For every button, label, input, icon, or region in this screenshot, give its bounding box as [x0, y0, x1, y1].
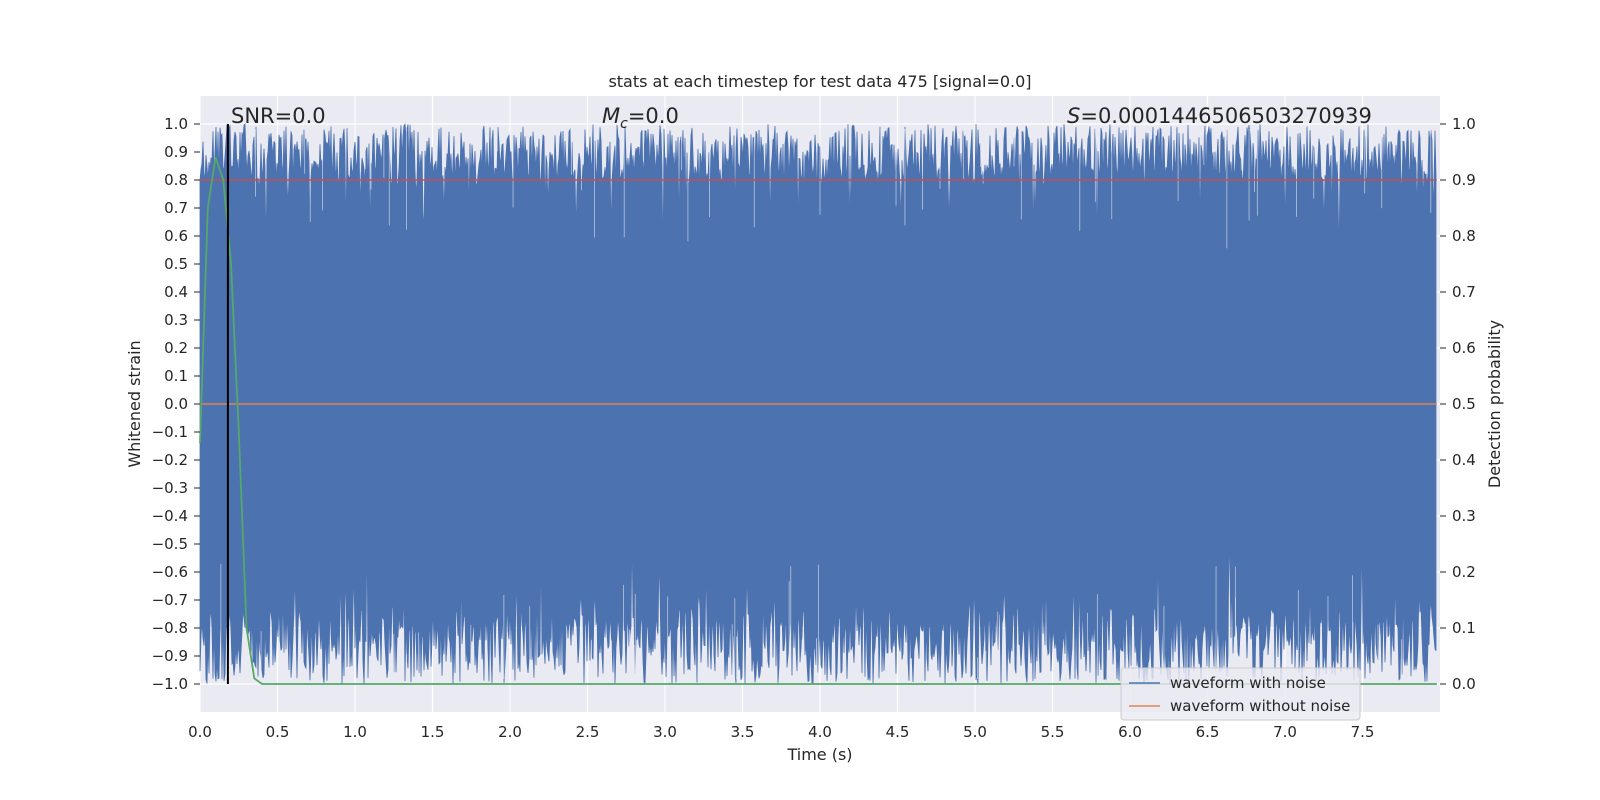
- s-symbol: S: [1067, 104, 1080, 128]
- y-right-tick-label: 1.0: [1452, 115, 1476, 133]
- x-tick-label: 3.5: [731, 723, 755, 741]
- y-tick-label: 0.8: [164, 171, 188, 189]
- y-tick-label: −0.8: [152, 619, 188, 637]
- y-right-tick-label: 0.7: [1452, 283, 1476, 301]
- y-right-tick-label: 0.3: [1452, 507, 1476, 525]
- y-tick-label: −0.9: [152, 647, 188, 665]
- legend: waveform with noise waveform without noi…: [1120, 667, 1361, 721]
- x-tick-label: 2.5: [576, 723, 600, 741]
- x-tick-label: 5.0: [963, 723, 987, 741]
- y-tick-label: −0.3: [152, 479, 188, 497]
- y-tick-label: −0.4: [152, 507, 188, 525]
- y-right-tick-label: 0.8: [1452, 227, 1476, 245]
- mc-symbol: M: [602, 104, 620, 128]
- snr-annotation: SNR=0.0: [231, 104, 326, 128]
- y-right-tick-label: 0.5: [1452, 395, 1476, 413]
- y-right-tick-label: 0.4: [1452, 451, 1476, 469]
- y-axis-right-label: Detection probability: [1485, 320, 1504, 488]
- y-tick-label: 0.5: [164, 255, 188, 273]
- y-right-tick-label: 0.6: [1452, 339, 1476, 357]
- x-tick-label: 6.0: [1118, 723, 1142, 741]
- y-tick-label: 0.0: [164, 395, 188, 413]
- x-tick-label: 6.5: [1196, 723, 1220, 741]
- s-value: =0.0001446506503270939: [1080, 104, 1372, 128]
- mc-annotation: Mc=0.0: [602, 104, 679, 132]
- y-tick-label: 0.6: [164, 227, 188, 245]
- y-tick-label: 1.0: [164, 115, 188, 133]
- y-tick-label: −1.0: [152, 675, 188, 693]
- x-tick-label: 4.5: [886, 723, 910, 741]
- y-right-tick-label: 0.1: [1452, 619, 1476, 637]
- x-tick-label: 3.0: [653, 723, 677, 741]
- y-tick-label: −0.6: [152, 563, 188, 581]
- mc-subscript: c: [620, 116, 628, 132]
- x-tick-label: 0.5: [266, 723, 290, 741]
- y-tick-label: −0.7: [152, 591, 188, 609]
- x-axis-label: Time (s): [786, 745, 852, 764]
- chart-title: stats at each timestep for test data 475…: [608, 72, 1031, 91]
- y-tick-label: −0.2: [152, 451, 188, 469]
- x-tick-label: 5.5: [1041, 723, 1065, 741]
- x-tick-label: 7.0: [1273, 723, 1297, 741]
- x-tick-label: 0.0: [188, 723, 212, 741]
- s-annotation: S=0.0001446506503270939: [1067, 104, 1372, 128]
- y-axis-label: Whitened strain: [125, 340, 144, 467]
- legend-label-clean: waveform without noise: [1170, 697, 1350, 715]
- y-tick-label: 0.3: [164, 311, 188, 329]
- x-tick-label: 4.0: [808, 723, 832, 741]
- x-tick-label: 7.5: [1351, 723, 1375, 741]
- y-right-tick-label: 0.9: [1452, 171, 1476, 189]
- y-right-tick-label: 0.0: [1452, 675, 1476, 693]
- x-tick-label: 1.5: [421, 723, 445, 741]
- legend-box: [1120, 667, 1361, 721]
- legend-label-noise: waveform with noise: [1170, 674, 1326, 692]
- x-tick-label: 1.0: [343, 723, 367, 741]
- y-tick-label: 0.4: [164, 283, 188, 301]
- x-tick-label: 2.0: [498, 723, 522, 741]
- y-tick-label: 0.9: [164, 143, 188, 161]
- y-tick-label: 0.2: [164, 339, 188, 357]
- axes: 0.0 0.5 1.0 1.5 2.0 2.5 3.0 3.5 4.0 4.5 5.0 5.5 6.0 6…: [152, 115, 1476, 741]
- y-tick-label: 0.7: [164, 199, 188, 217]
- mc-value: =0.0: [628, 104, 679, 128]
- y-tick-label: −0.5: [152, 535, 188, 553]
- y-right-tick-label: 0.2: [1452, 563, 1476, 581]
- series-lines: [199, 124, 1437, 685]
- series-detection-probability: [199, 157, 1437, 685]
- y-tick-label: 0.1: [164, 367, 188, 385]
- y-tick-label: −0.1: [152, 423, 188, 441]
